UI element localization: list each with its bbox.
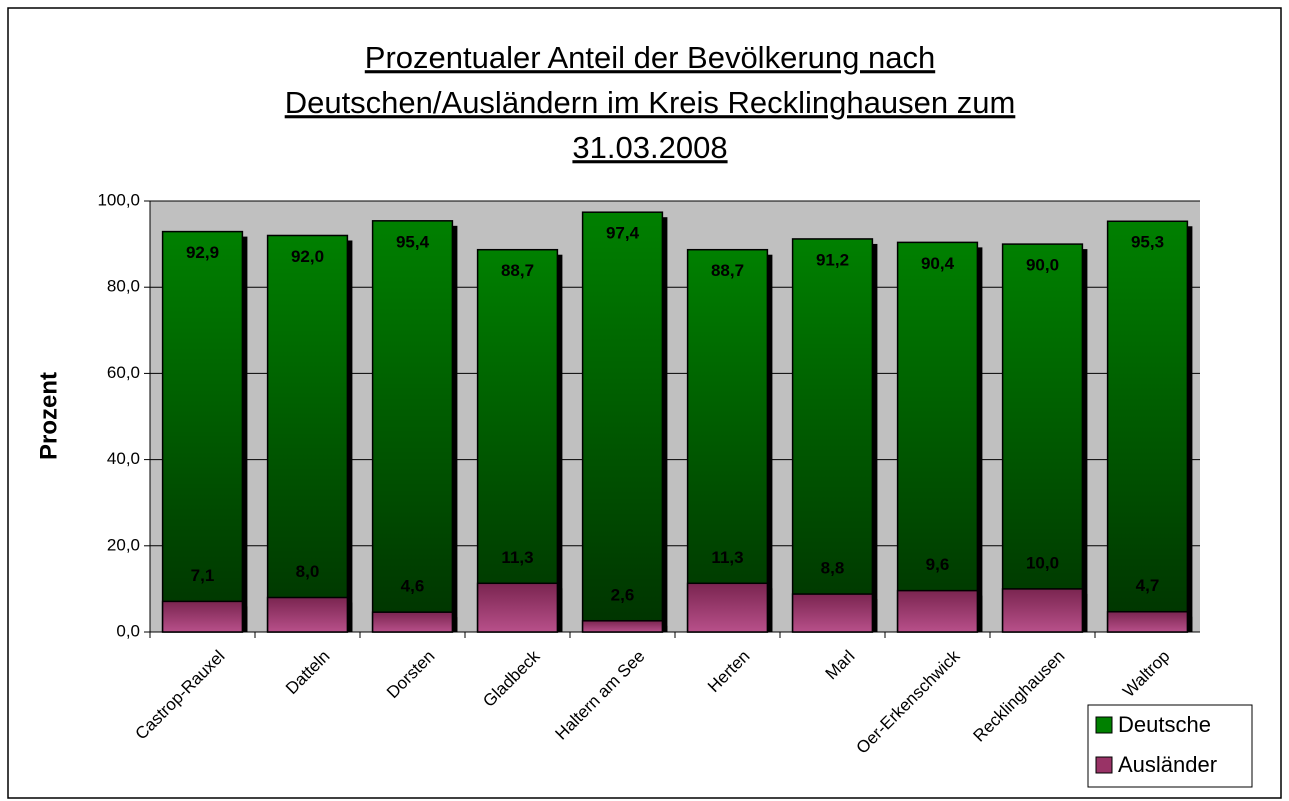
data-label: 10,0 [1026, 553, 1059, 572]
bar [161, 230, 244, 633]
legend-swatch [1095, 756, 1113, 774]
bar [266, 596, 349, 633]
y-tick-label: 20,0 [107, 535, 140, 554]
bar [1106, 610, 1189, 633]
chart-title: 31.03.2008 [572, 130, 727, 165]
data-label: 8,0 [296, 562, 320, 581]
data-label: 9,6 [926, 555, 950, 574]
y-tick-label: 40,0 [107, 449, 140, 468]
bar [1001, 243, 1084, 633]
bar [686, 248, 769, 633]
data-label: 4,6 [401, 577, 425, 596]
bar [686, 582, 769, 633]
data-label: 91,2 [816, 250, 849, 269]
bar [1001, 588, 1084, 633]
bar [896, 241, 979, 633]
bar [581, 211, 664, 633]
chart-title: Prozentualer Anteil der Bevölkerung nach [365, 40, 935, 75]
data-label: 88,7 [501, 261, 534, 280]
bar [371, 611, 454, 633]
data-label: 95,4 [396, 232, 430, 251]
data-label: 11,3 [711, 548, 743, 567]
legend-box [1087, 704, 1253, 788]
data-label: 97,4 [606, 224, 640, 243]
legend-label: Deutsche [1118, 712, 1211, 737]
y-tick-label: 100,0 [97, 190, 140, 209]
bar [371, 220, 454, 633]
bar [791, 593, 874, 633]
data-label: 90,0 [1026, 256, 1059, 275]
bar [266, 234, 349, 633]
data-label: 95,3 [1131, 233, 1164, 252]
bar [581, 620, 664, 633]
y-tick-label: 60,0 [107, 363, 140, 382]
data-label: 88,7 [711, 261, 744, 280]
data-label: 8,8 [821, 559, 845, 578]
y-axis-label: Prozent [35, 372, 62, 460]
legend-label: Ausländer [1118, 752, 1217, 777]
bar [1106, 220, 1189, 633]
data-label: 4,7 [1136, 576, 1160, 595]
data-label: 92,9 [186, 243, 219, 262]
data-label: 92,0 [291, 247, 324, 266]
data-label: 7,1 [191, 566, 215, 585]
data-label: 2,6 [611, 585, 635, 604]
bar [476, 582, 559, 633]
bar [896, 589, 979, 633]
y-tick-label: 80,0 [107, 277, 140, 296]
bar [476, 248, 559, 633]
y-tick-label: 0,0 [116, 621, 140, 640]
chart-title: Deutschen/Ausländern im Kreis Recklingha… [285, 85, 1016, 120]
bar [161, 600, 244, 633]
data-label: 11,3 [501, 548, 533, 567]
legend-swatch [1095, 716, 1113, 734]
bar [791, 238, 874, 633]
data-label: 90,4 [921, 254, 955, 273]
